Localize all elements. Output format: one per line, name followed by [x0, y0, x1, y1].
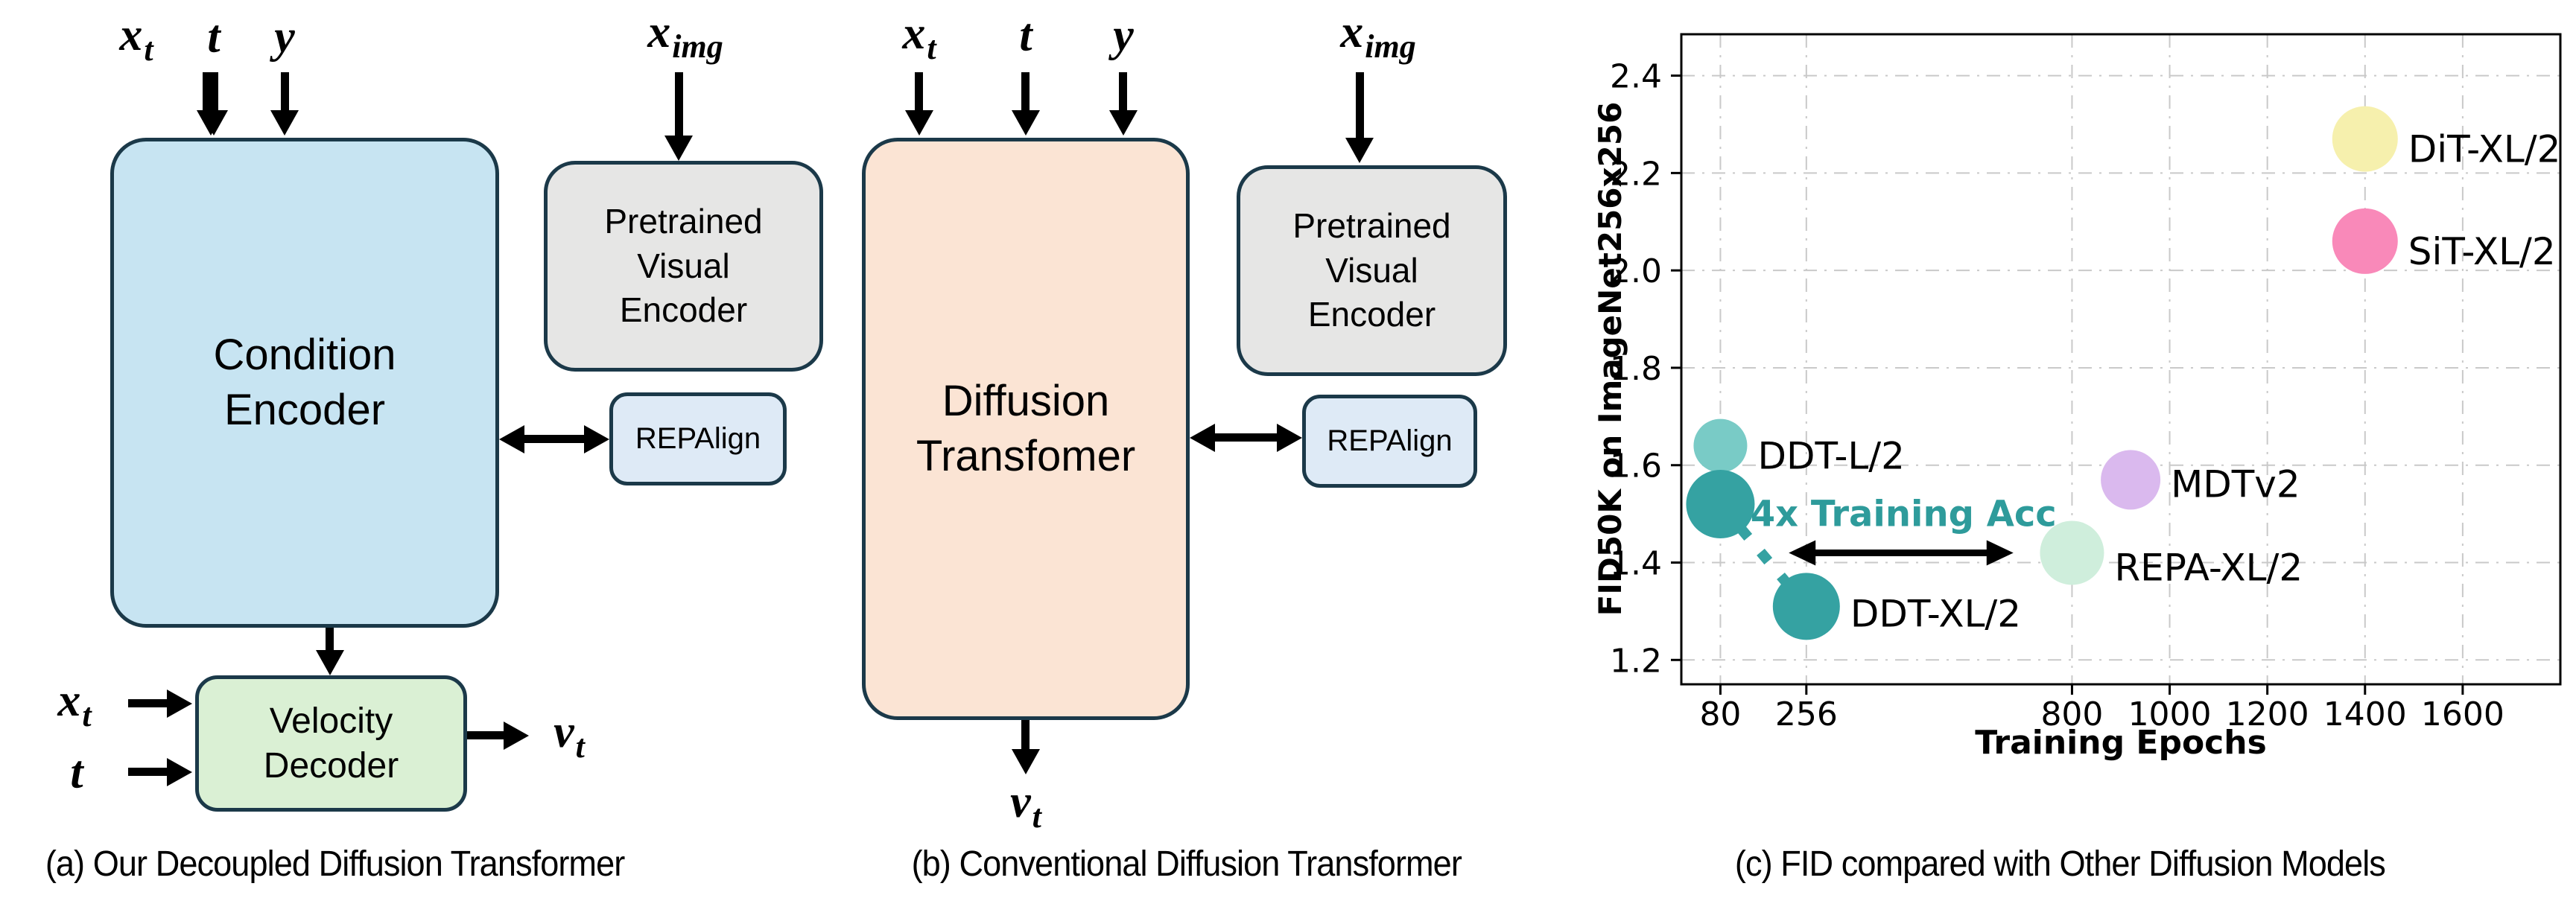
chart-point-unlabeled [1686, 470, 1755, 539]
chart-point-label: DiT-XL/2 [2408, 128, 2561, 171]
tick-label-x: 80 [1699, 695, 1741, 733]
repalign-box-b: REPAlign [1302, 395, 1477, 488]
chart-point-MDTv2 [2101, 450, 2161, 510]
input-label-t-b: t [1019, 10, 1032, 61]
pretrained-visual-encoder-label-a: Pretrained Visual Encoder [604, 201, 763, 330]
arrow-vd-to-vt [467, 731, 506, 739]
arrow-down-t-a-head [200, 110, 228, 136]
double-arrow-b-left-head [1190, 424, 1215, 452]
tick-label-y: 2.4 [1610, 58, 1662, 96]
tick-label-x: 1400 [2323, 695, 2407, 733]
trajectory-line [1716, 500, 1811, 610]
chart-point-label: MDTv2 [2171, 462, 2300, 506]
arrow-down-t-b-head [1012, 110, 1040, 136]
repalign-label-b: REPAlign [1327, 424, 1453, 457]
double-arrow-b-right-head [1277, 424, 1302, 452]
chart-point-label: DDT-XL/2 [1850, 592, 2021, 635]
arrow-down-ximg-b-head [1345, 138, 1374, 163]
arrow-down-t-b [1021, 72, 1030, 111]
tick-label-y: 1.6 [1610, 448, 1662, 485]
arrow-down-ximg-a [675, 72, 683, 136]
diffusion-transformer-box: Diffusion Transfomer [862, 138, 1190, 720]
arrow-xt-to-vd [128, 699, 169, 707]
repalign-label-a: REPAlign [635, 422, 761, 455]
fid-chart: 80 256 800 1000 1200 1400 1600 1.2 1.4 1.6 1.8 2.0 2… [1592, 33, 2562, 762]
annotation-arrow-left-head [1789, 540, 1816, 566]
chart-point-DiT-XL-2 [2332, 106, 2398, 172]
double-arrow-b-shaft [1212, 433, 1281, 442]
arrow-down-xt-b-head [905, 110, 933, 136]
velocity-decoder-box: Velocity Decoder [195, 675, 467, 812]
chart-point-label: DDT-L/2 [1757, 435, 1905, 478]
arrow-down-ximg-b [1356, 72, 1364, 138]
annotation-arrow-right-head [1986, 540, 2014, 566]
tick-label-x: 256 [1775, 695, 1838, 733]
tick-label-y: 2.0 [1610, 252, 1662, 290]
arrow-down-xt-a [203, 72, 211, 111]
arrow-down-y-b-head [1109, 110, 1138, 136]
input-label-xt-b: xt [902, 8, 936, 66]
side-label-t-a: t [70, 747, 83, 798]
arrow-down-y-a-head [270, 110, 299, 136]
arrow-t-to-vd-head [167, 758, 192, 786]
arrow-ce-to-vd-head [316, 650, 344, 675]
double-arrow-a-right-head [584, 425, 609, 453]
condition-encoder-label: Condition Encoder [213, 330, 396, 434]
annotation-text: 4x Training Acc [1751, 493, 2057, 535]
input-label-y-b: y [1113, 10, 1134, 61]
y-axis-label: FID50K on ImageNet256x256 [1592, 102, 1628, 617]
tick-label-x: 1000 [2128, 695, 2212, 733]
output-label-vt-a: vt [553, 707, 585, 765]
input-label-ximg-a: ximg [647, 7, 723, 65]
caption-c: (c) FID compared with Other Diffusion Mo… [1734, 844, 2385, 884]
chart-point-DDT-XL-2 [1772, 573, 1840, 640]
pretrained-visual-encoder-box-b: Pretrained Visual Encoder [1237, 165, 1507, 376]
arrow-xt-to-vd-head [167, 690, 192, 718]
chart-point-label: SiT-XL/2 [2408, 230, 2556, 273]
arrow-vd-to-vt-head [504, 722, 529, 750]
diffusion-transformer-label: Diffusion Transfomer [916, 376, 1136, 480]
double-arrow-a-left-head [499, 425, 524, 453]
arrow-down-y-b [1119, 72, 1127, 111]
chart-point-label: REPA-XL/2 [2114, 546, 2303, 589]
arrow-down-y-a [281, 72, 289, 111]
tick-label-y: 1.2 [1610, 642, 1662, 680]
chart-point-REPA-XL-2 [2040, 520, 2104, 585]
tick-label-x: 1200 [2226, 695, 2309, 733]
input-label-xt-a: xt [119, 10, 153, 68]
chart-point-SiT-XL-2 [2332, 208, 2398, 274]
tick-label-x: 1600 [2421, 695, 2504, 733]
input-label-ximg-b: ximg [1340, 7, 1416, 65]
chart-point-DDT-L-2 [1693, 418, 1748, 473]
double-arrow-a-shaft [521, 435, 587, 443]
condition-encoder-box: Condition Encoder [110, 138, 499, 628]
arrow-down-ximg-a-head [664, 136, 693, 161]
pretrained-visual-encoder-box-a: Pretrained Visual Encoder [544, 161, 823, 372]
tick-label-x: 800 [2040, 695, 2103, 733]
plot-frame [1680, 33, 2562, 686]
arrow-down-xt-b [915, 72, 923, 111]
arrow-down-t-a [210, 72, 218, 111]
arrow-dt-to-vt-head [1012, 749, 1040, 774]
tick-label-y: 1.4 [1610, 545, 1662, 583]
arrow-t-to-vd [128, 768, 169, 776]
velocity-decoder-label: Velocity Decoder [263, 701, 399, 786]
caption-a: (a) Our Decoupled Diffusion Transformer [45, 844, 625, 884]
input-label-t-a: t [207, 11, 221, 63]
output-label-vt-b: vt [1010, 777, 1041, 835]
pretrained-visual-encoder-label-b: Pretrained Visual Encoder [1292, 206, 1451, 334]
side-label-xt-a: xt [57, 675, 92, 733]
tick-label-y: 2.2 [1610, 155, 1662, 193]
x-axis-label: Training Epochs [1975, 724, 2267, 762]
input-label-y-a: y [274, 11, 295, 63]
repalign-box-a: REPAlign [609, 392, 787, 485]
arrow-ce-to-vd [326, 628, 334, 652]
caption-b: (b) Conventional Diffusion Transformer [911, 844, 1462, 884]
tick-label-y: 1.8 [1610, 350, 1662, 388]
arrow-dt-to-vt [1021, 720, 1030, 751]
